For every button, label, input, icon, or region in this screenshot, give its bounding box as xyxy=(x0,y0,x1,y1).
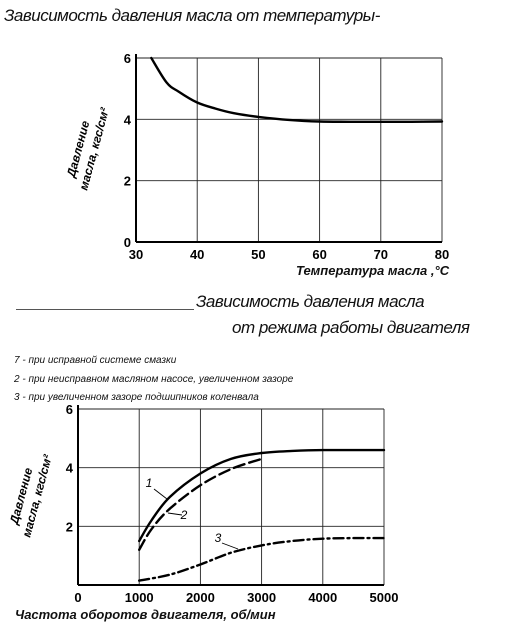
series-line-2 xyxy=(138,457,263,551)
y-tick-label: 4 xyxy=(66,461,74,476)
y-tick-label: 2 xyxy=(124,174,131,189)
y-tick-label: 6 xyxy=(66,402,73,417)
section-divider xyxy=(16,309,194,310)
y-tick-label: 4 xyxy=(124,112,132,127)
series-label-leader-3 xyxy=(221,542,239,550)
x-tick-label: 30 xyxy=(129,247,143,262)
chart1-title: Зависимость давления масла от температур… xyxy=(4,6,381,25)
series-label-2: 2 xyxy=(180,508,188,522)
x-tick-label: 4000 xyxy=(308,590,337,605)
x-tick-label: 3000 xyxy=(247,590,276,605)
series-label-1: 1 xyxy=(146,476,153,490)
series-line-1 xyxy=(150,56,444,124)
legend-note-3: 3 - при увеличенном зазоре подшипников к… xyxy=(14,392,259,403)
x-tick-label: 80 xyxy=(435,247,449,262)
series-line-3 xyxy=(138,536,386,582)
x-tick-label: 1000 xyxy=(125,590,154,605)
x-tick-label: 70 xyxy=(374,247,388,262)
y-tick-label: 0 xyxy=(124,235,131,250)
x-tick-label: 5000 xyxy=(370,590,399,605)
series-label-leader-1 xyxy=(153,488,168,500)
chart1-title-suffix: - xyxy=(374,6,381,25)
x-tick-label: 2000 xyxy=(186,590,215,605)
chart1-x-axis-label: Температура масла ,°С xyxy=(296,263,450,278)
x-tick-label: 40 xyxy=(190,247,204,262)
x-tick-label: 60 xyxy=(312,247,326,262)
y-tick-label: 6 xyxy=(124,51,131,66)
chart2-title-line2: от режима работы двигателя xyxy=(232,318,470,337)
x-tick-label: 0 xyxy=(74,590,81,605)
chart2-title-line1: Зависимость давления масла xyxy=(196,292,425,311)
legend-note-2: 2 - при неисправном масляном насосе, уве… xyxy=(14,374,294,385)
x-tick-label: 50 xyxy=(251,247,265,262)
chart2-x-axis-label: Частота оборотов двигателя, об/мин xyxy=(15,607,276,622)
y-tick-label: 2 xyxy=(66,519,73,534)
series-label-leader-2 xyxy=(167,512,183,516)
series-label-3: 3 xyxy=(215,531,222,545)
legend-note-1: 7 - при исправной системе смазки xyxy=(14,355,177,366)
series-line-1 xyxy=(138,448,386,543)
